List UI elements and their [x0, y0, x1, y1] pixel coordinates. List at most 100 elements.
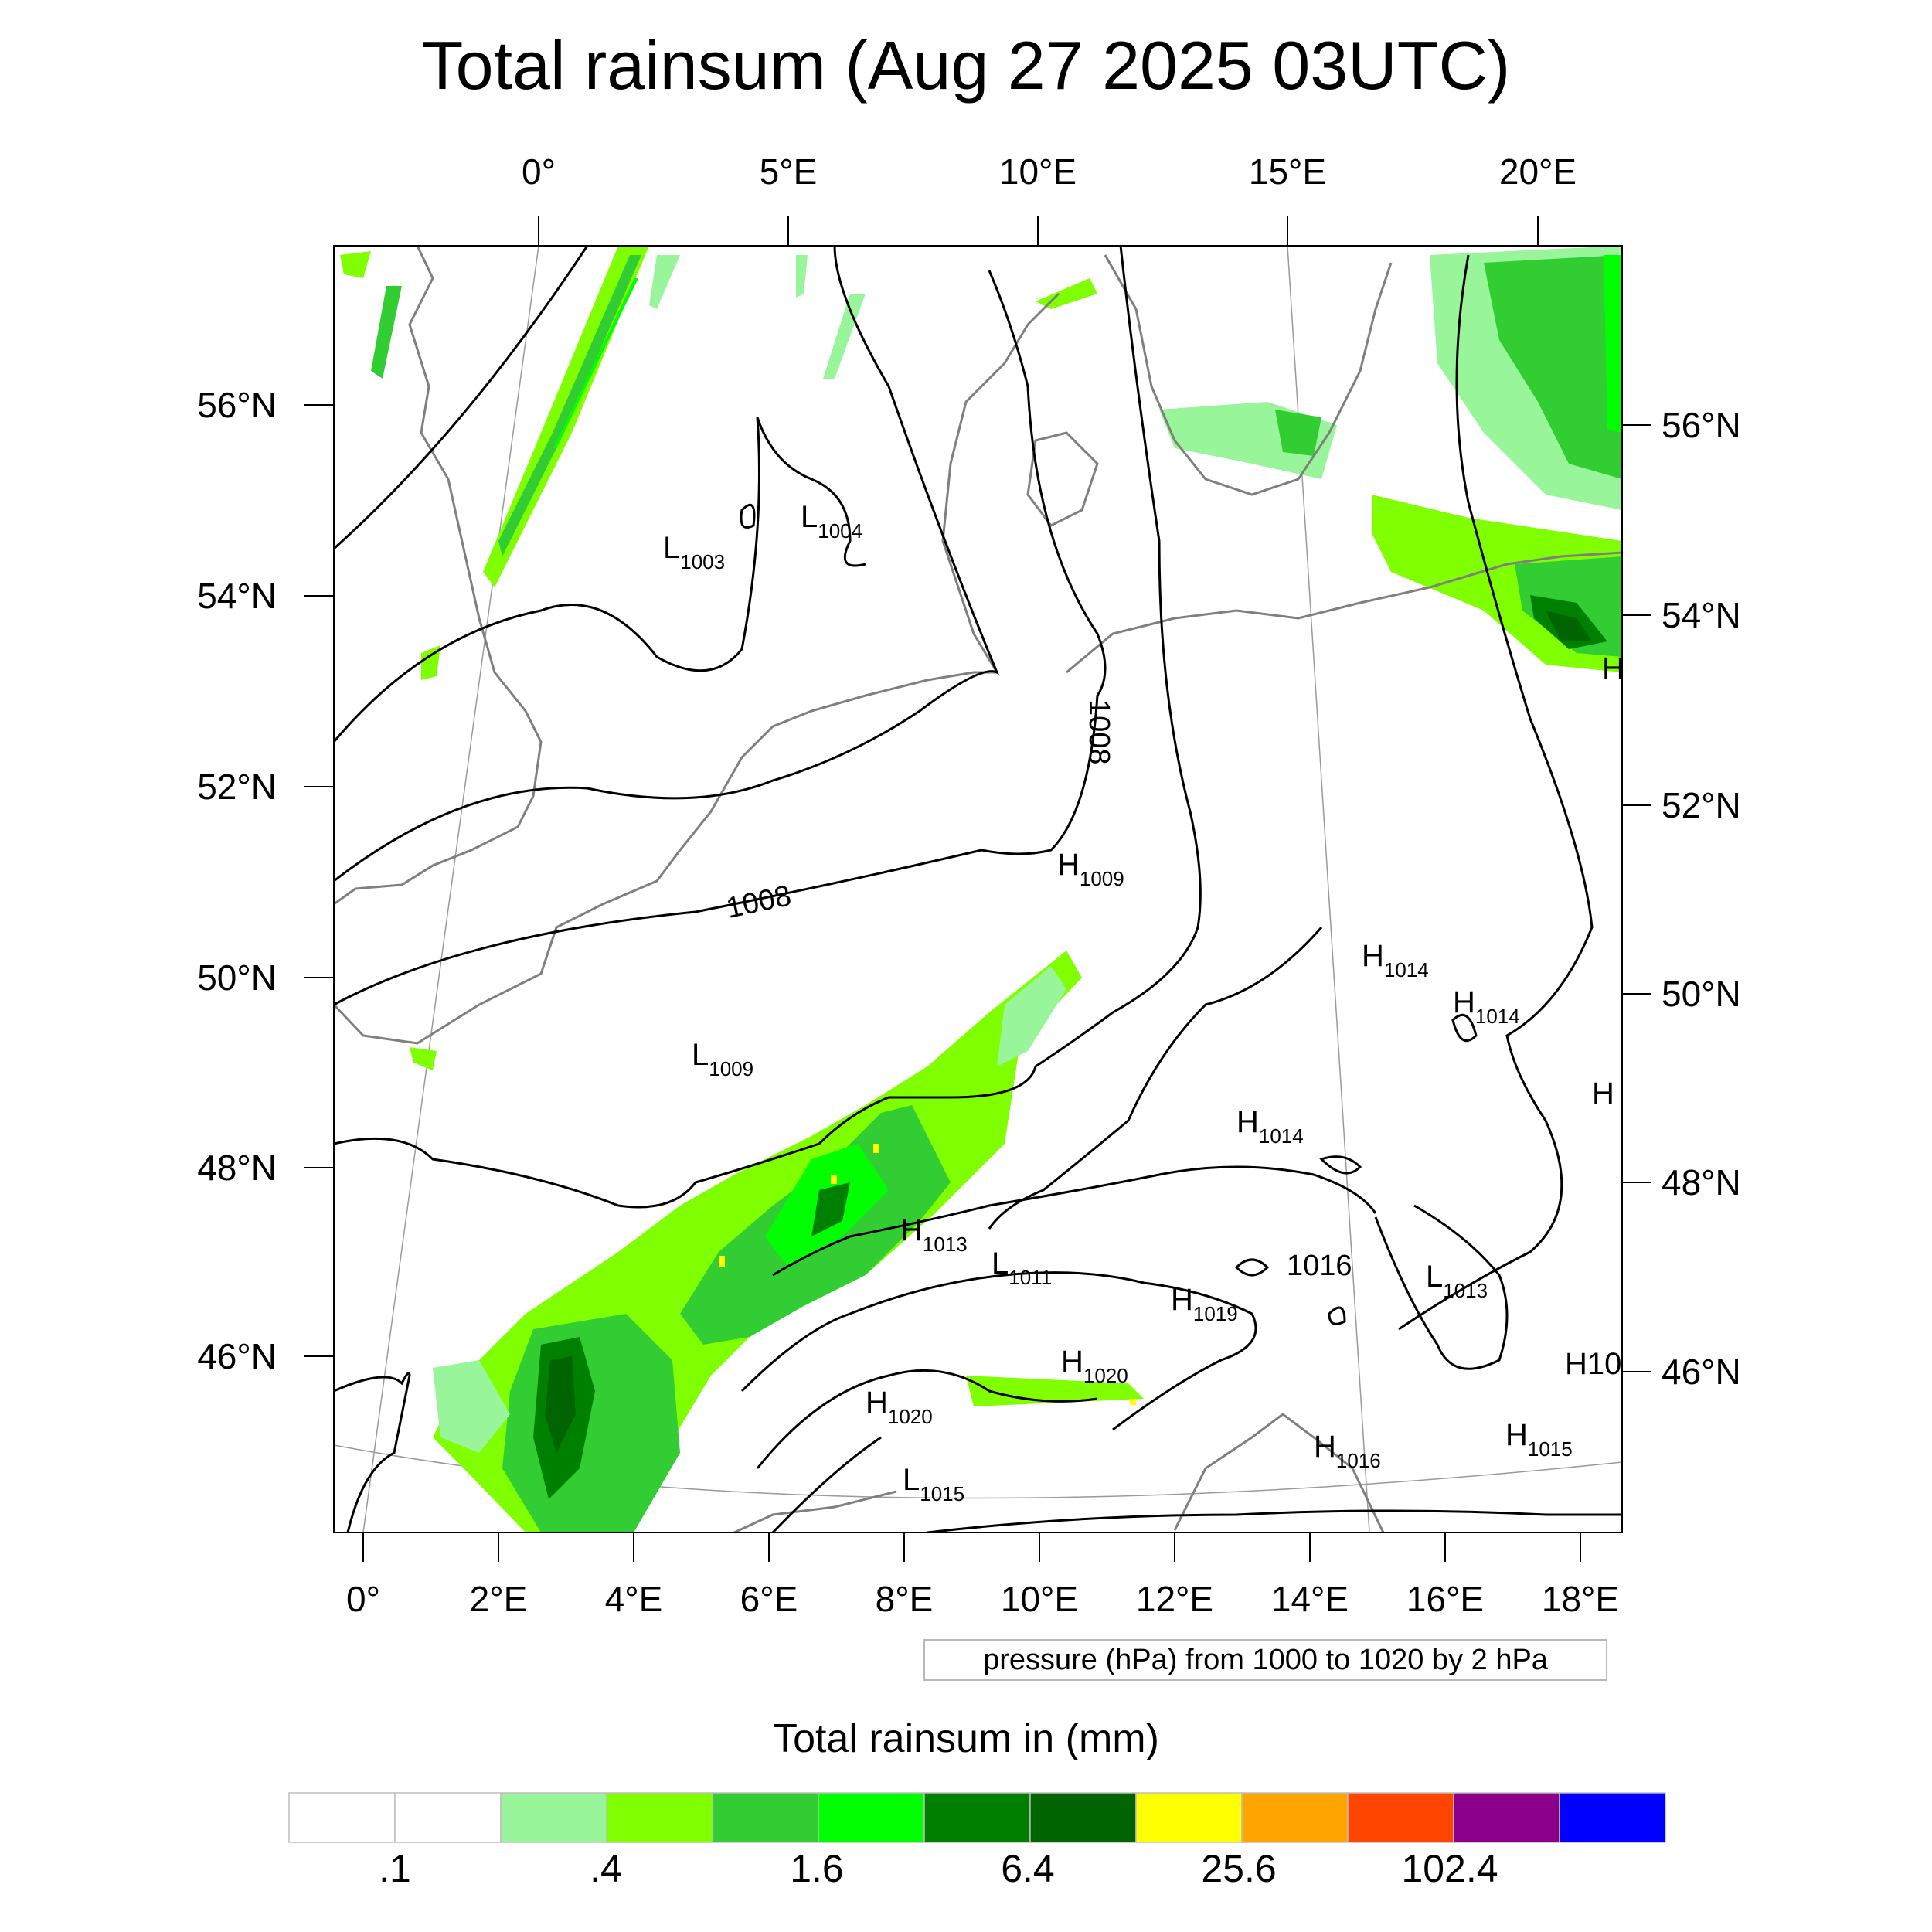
bottom-lon-tick-label: 4°E [605, 1579, 663, 1619]
bottom-lon-tick-label: 14°E [1271, 1579, 1349, 1619]
colorbar-swatch [923, 1792, 1031, 1843]
colorbar-tick-label: 25.6 [1201, 1847, 1276, 1890]
isobar-loop-east [1451, 1013, 1478, 1043]
right-lat-tick-label: 50°N [1662, 974, 1741, 1014]
colorbar-tick-label: 6.4 [1001, 1847, 1055, 1890]
rain-patches-po [966, 1376, 1144, 1406]
right-lat-tick-label: 52°N [1662, 785, 1741, 825]
isobar-1 [334, 246, 589, 550]
map-title: Total rainsum (Aug 27 2025 03UTC) [421, 27, 1511, 104]
rain-band-alps-heavy [811, 1182, 850, 1236]
isobar-2 [334, 417, 866, 743]
colorbar [288, 1792, 1666, 1843]
rain-dot-yellow-4 [1130, 1399, 1136, 1405]
left-lat-tick-label: 50°N [197, 957, 277, 998]
colorbar-swatch [394, 1792, 502, 1843]
pressure-centers: L1003 L1004 H1009 L1009 H1014 H1014 H101… [663, 500, 1639, 1505]
coastline-great-britain [334, 246, 543, 906]
right-lat-tick-label: 48°N [1662, 1162, 1741, 1202]
pressure-center: H1020 [866, 1386, 933, 1428]
top-lon-tick-label: 5°E [760, 151, 818, 192]
isobar-alps-3 [756, 1369, 1098, 1469]
top-lon-tick-label: 20°E [1499, 151, 1577, 192]
pressure-center: L1015 [903, 1463, 964, 1505]
colorbar-swatch [1559, 1792, 1666, 1843]
rain-patch-channel [410, 1047, 437, 1070]
bottom-longitude-labels: 0° 2°E 4°E 6°E 8°E 10°E 12°E 14°E 16°E 1… [346, 1579, 1619, 1619]
coastline-baltic-south [1066, 551, 1622, 674]
rainfall-shading [340, 246, 1622, 1532]
bottom-lon-tick-label: 18°E [1542, 1579, 1619, 1619]
rain-area-pomerania-heaviest [1546, 611, 1592, 641]
rain-dot-yellow-2 [831, 1175, 837, 1184]
coastline-france-north [334, 671, 997, 1045]
pressure-center: H1015 [1505, 1418, 1573, 1461]
isobar-3 [334, 246, 999, 883]
colorbar-tick-label: 1.6 [790, 1847, 844, 1890]
colorbar-tick-label: .1 [379, 1847, 411, 1890]
pressure-center: L1011 [992, 1247, 1052, 1289]
colorbar-swatch [818, 1792, 925, 1843]
rain-dot-yellow-1 [719, 1256, 725, 1267]
rain-patch-yorkshire [421, 645, 440, 680]
left-lat-tick-label: 56°N [197, 385, 277, 425]
pressure-center: H1014 [1362, 939, 1429, 981]
rain-dot-yellow-3 [873, 1144, 879, 1153]
isobar-6 [988, 927, 1323, 1230]
bottom-lon-tick-label: 16°E [1406, 1579, 1484, 1619]
pressure-center: H1016 [1314, 1430, 1381, 1472]
left-lat-tick-label: 48°N [197, 1148, 277, 1188]
isobar-alps-1 [772, 1165, 1377, 1277]
pressure-center: H1009 [1057, 848, 1124, 890]
rain-patch-north-1 [649, 255, 680, 309]
isobar-loop-north [740, 503, 756, 529]
pressure-center-fragment: H101 [1565, 1347, 1639, 1381]
pressure-center: L1004 [801, 500, 862, 543]
top-longitude-labels: 0° 5°E 10°E 15°E 20°E [522, 151, 1577, 192]
pressure-center: H1020 [1061, 1345, 1128, 1387]
left-lat-tick-label: 52°N [197, 767, 277, 807]
tick-marks [304, 216, 1651, 1562]
right-latitude-labels: 56°N 54°N 52°N 50°N 48°N 46°N [1662, 405, 1741, 1392]
colorbar-swatch [288, 1792, 396, 1843]
isobar-alps-loop-1 [1234, 1258, 1270, 1277]
colorbar-title: Total rainsum in (mm) [773, 1716, 1159, 1761]
coastline-denmark-islands [1026, 431, 1099, 527]
pressure-center-fragment: H [1602, 651, 1624, 685]
pressure-center: H1014 [1236, 1105, 1304, 1148]
contour-label-1016: 1016 [1287, 1250, 1352, 1282]
coastline-jutland [941, 292, 1060, 673]
bottom-lon-tick-label: 8°E [876, 1579, 934, 1619]
pressure-center: L1013 [1426, 1260, 1488, 1302]
left-latitude-labels: 56°N 54°N 52°N 50°N 48°N 46°N [197, 385, 277, 1376]
colorbar-swatch [712, 1792, 819, 1843]
isobar-loop-east-2 [1319, 1155, 1362, 1175]
colorbar-swatch [1241, 1792, 1349, 1843]
isobar-5 [334, 246, 1202, 1209]
rain-area-baltic-bright [1604, 255, 1622, 433]
colorbar-swatch [500, 1792, 607, 1843]
isobar-9 [334, 1372, 411, 1532]
contour-labels: 1008 1008 1016 [723, 699, 1352, 1282]
rain-patch-skane-core [1275, 410, 1321, 456]
plot-frame [333, 245, 1623, 1533]
colorbar-labels: .1 .4 1.6 6.4 25.6 102.4 [379, 1847, 1498, 1890]
pressure-center-fragment: H [1592, 1077, 1614, 1111]
bottom-lon-tick-label: 2°E [470, 1579, 528, 1619]
top-lon-tick-label: 10°E [999, 151, 1077, 192]
pressure-contours [334, 246, 1622, 1532]
rain-patch-uk-nw [340, 251, 371, 278]
right-lat-tick-label: 46°N [1662, 1352, 1741, 1392]
pressure-center: L1009 [692, 1038, 753, 1080]
colorbar-tick-label: 102.4 [1401, 1847, 1498, 1890]
isobar-alps-loop-2 [1328, 1306, 1346, 1325]
rain-patch-uk-north [371, 286, 402, 379]
right-lat-tick-label: 54°N [1662, 595, 1741, 635]
bottom-lon-tick-label: 6°E [740, 1579, 798, 1619]
rain-patches-west [433, 1360, 510, 1453]
isobar-alps-2 [740, 1271, 1257, 1431]
rain-patch-north-3 [823, 294, 866, 379]
bottom-lon-tick-label: 12°E [1136, 1579, 1213, 1619]
top-lon-tick-label: 0° [522, 151, 556, 192]
